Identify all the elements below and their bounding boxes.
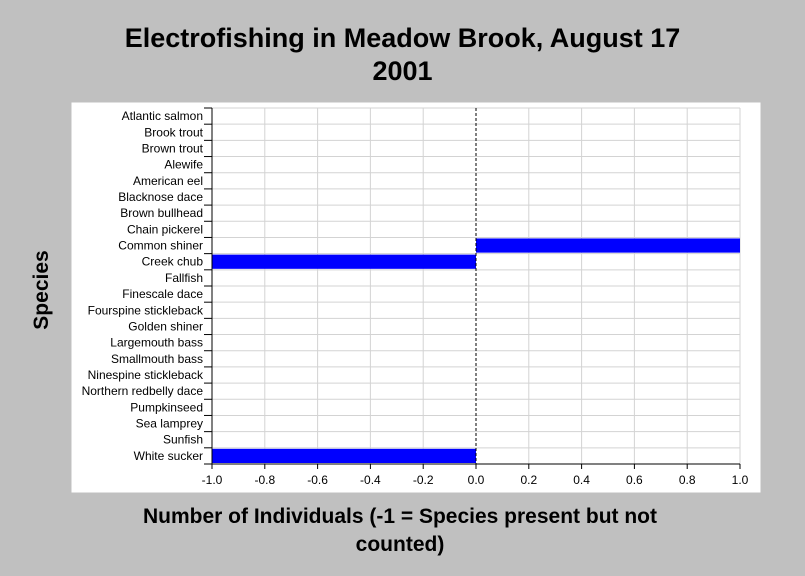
- y-tick-label: Chain pickerel: [127, 222, 203, 236]
- x-tick-label: 0.8: [679, 473, 696, 487]
- y-tick-label: Fallfish: [165, 271, 203, 285]
- x-tick-label: -1.0: [202, 473, 223, 487]
- x-tick-label: 1.0: [732, 473, 749, 487]
- x-tick-label: -0.6: [307, 473, 328, 487]
- y-tick-label: Blacknose dace: [118, 190, 203, 204]
- y-tick-label: White sucker: [134, 449, 203, 463]
- x-tick-label: 0.0: [468, 473, 485, 487]
- chart-title: Electrofishing in Meadow Brook, August 1…: [0, 22, 805, 88]
- y-tick-label: Fourspine stickleback: [88, 303, 204, 317]
- y-tick-label: Largemouth bass: [110, 336, 203, 350]
- y-tick-label: Common shiner: [118, 239, 203, 253]
- y-axis-label: Species: [30, 250, 53, 330]
- y-tick-label: American eel: [133, 174, 203, 188]
- x-axis-label-line-2: counted): [355, 533, 445, 556]
- y-tick-label: Sea lamprey: [136, 417, 203, 431]
- chart-title-line-1: Electrofishing in Meadow Brook, August 1…: [124, 23, 681, 53]
- x-tick-label: 0.6: [626, 473, 643, 487]
- bar: [212, 254, 476, 269]
- chart-title-line-2: 2001: [372, 56, 433, 86]
- x-tick-label: -0.2: [413, 473, 434, 487]
- y-tick-label: Brook trout: [144, 125, 203, 139]
- y-tick-label: Sunfish: [163, 433, 203, 447]
- y-tick-label: Brown trout: [142, 141, 204, 155]
- y-tick-label: Northern redbelly dace: [82, 384, 204, 398]
- x-tick-label: -0.4: [360, 473, 381, 487]
- x-axis-label-line-1: Number of Individuals (-1 = Species pres…: [143, 505, 657, 528]
- y-tick-label: Alewife: [164, 158, 203, 172]
- x-tick-label: 0.4: [573, 473, 590, 487]
- bar: [212, 448, 476, 463]
- bar: [476, 238, 740, 253]
- x-axis-label: Number of Individuals (-1 = Species pres…: [95, 503, 705, 559]
- y-tick-label: Smallmouth bass: [111, 352, 203, 366]
- x-tick-label: 0.2: [520, 473, 537, 487]
- x-tick-label: -0.8: [254, 473, 275, 487]
- y-tick-label: Brown bullhead: [120, 206, 203, 220]
- plot-panel: [71, 102, 761, 493]
- y-tick-label: Golden shiner: [128, 319, 203, 333]
- y-tick-label: Pumpkinseed: [130, 400, 203, 414]
- y-tick-label: Finescale dace: [122, 287, 203, 301]
- y-tick-label: Ninespine stickleback: [88, 368, 204, 382]
- y-tick-label: Creek chub: [142, 255, 204, 269]
- y-tick-label: Atlantic salmon: [122, 109, 203, 123]
